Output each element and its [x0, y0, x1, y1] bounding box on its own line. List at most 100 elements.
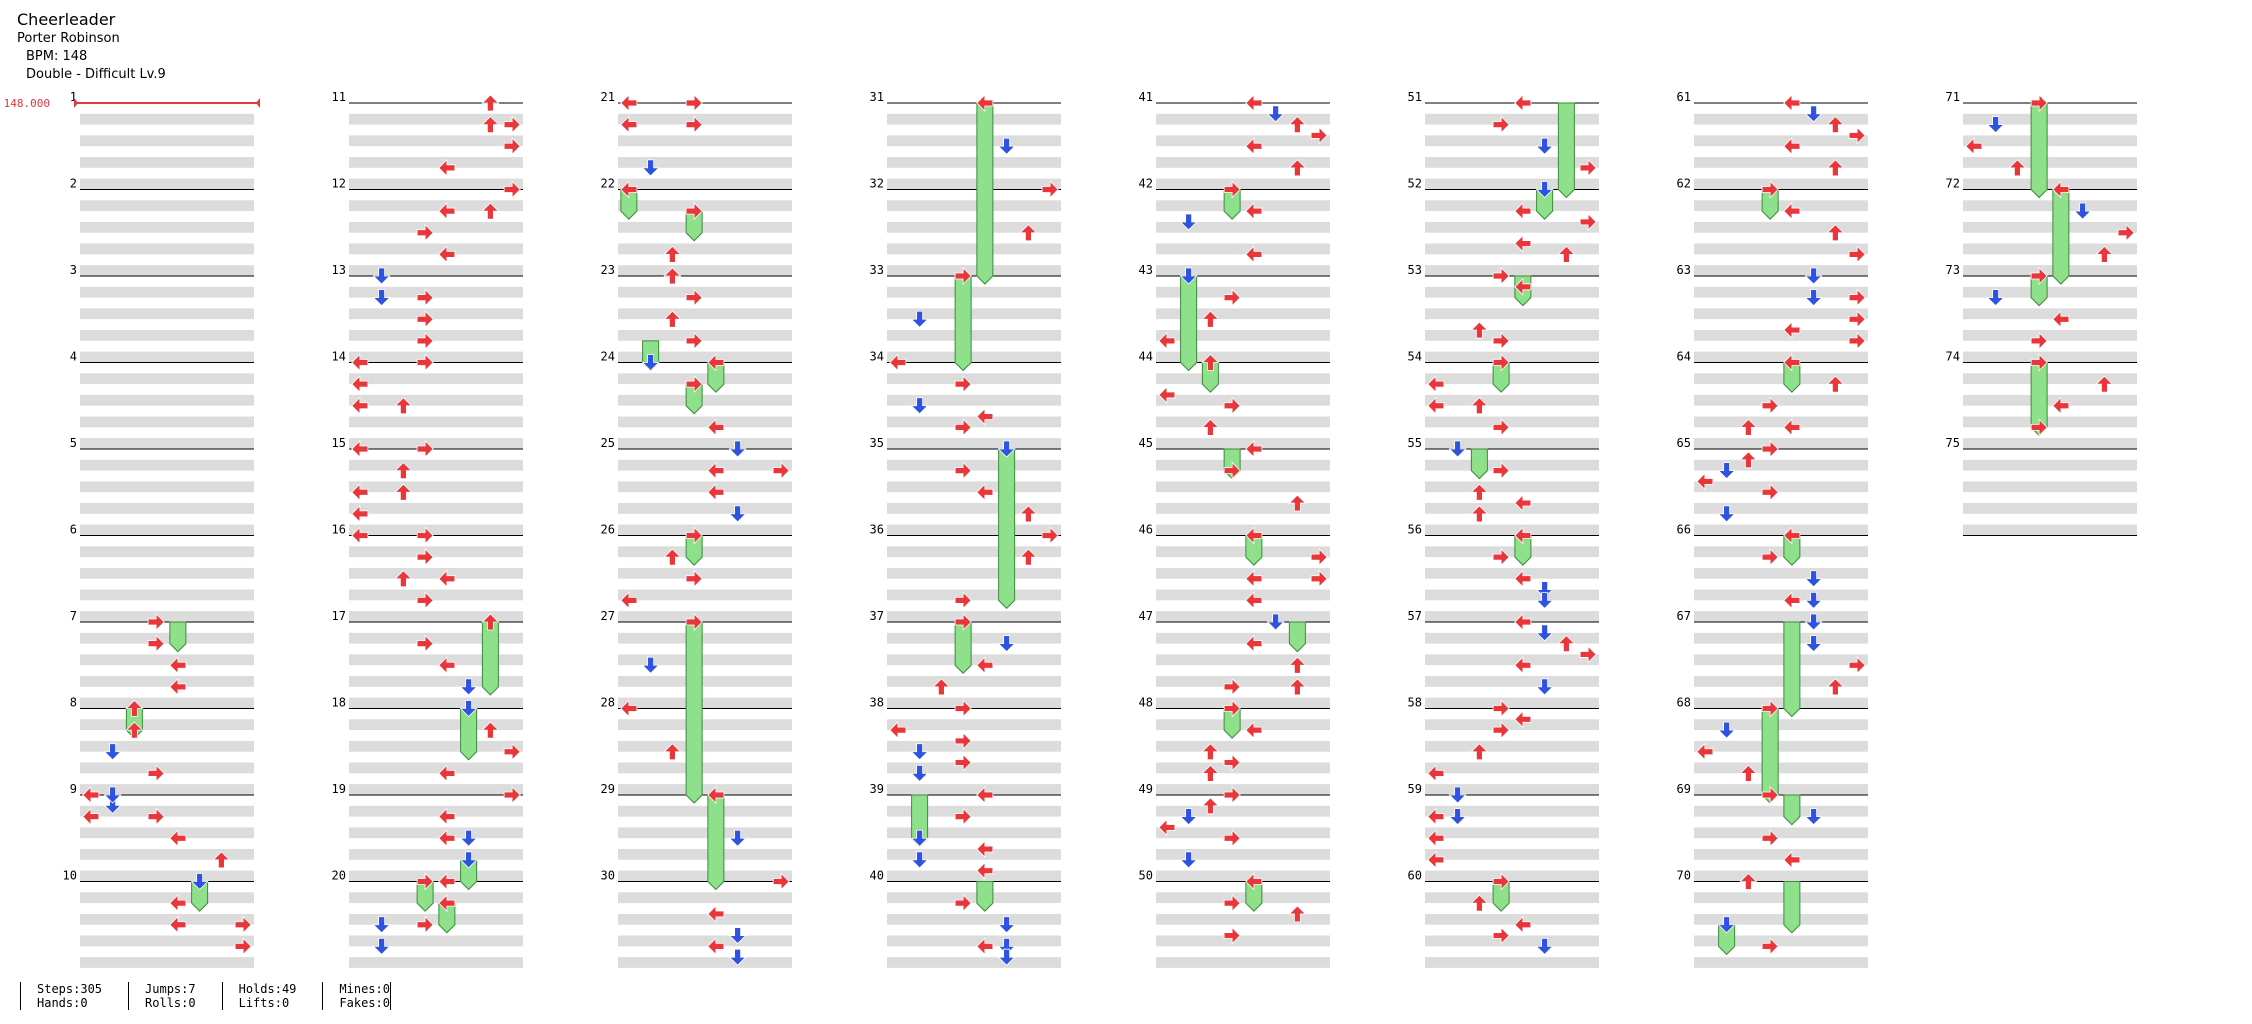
beat-stripe: [1156, 394, 1330, 406]
step-arrow: [772, 872, 790, 891]
measure-number: 41: [1139, 90, 1153, 104]
beat-stripe: [1425, 611, 1599, 622]
step-arrow: [1288, 159, 1307, 177]
step-arrow: [1804, 591, 1823, 609]
beat-stripe: [80, 200, 254, 212]
step-arrow: [481, 613, 500, 631]
beat-stripe: [349, 221, 523, 233]
measure-number: 15: [332, 436, 346, 450]
measure-number: 57: [1408, 609, 1422, 623]
step-arrow: [620, 180, 638, 199]
beat-stripe: [1694, 849, 1868, 860]
beat-stripe: [1694, 892, 1868, 904]
step-arrow: [1288, 678, 1307, 696]
beat-stripe: [887, 935, 1061, 947]
step-arrow: [1427, 375, 1445, 394]
measure-number: 7: [70, 609, 77, 623]
step-arrow: [1288, 116, 1307, 134]
beat-stripe: [1425, 892, 1599, 904]
beat-stripe: [80, 481, 254, 493]
step-arrow: [1761, 548, 1779, 567]
beat-stripe: [1425, 913, 1599, 925]
beat-stripe: [1425, 524, 1599, 536]
step-arrow: [147, 764, 165, 783]
hands-count: Hands:0: [37, 996, 88, 1010]
step-arrow: [954, 267, 972, 285]
hold-body: [1783, 621, 1801, 718]
beat-stripe: [1694, 481, 1868, 493]
step-arrow: [685, 94, 703, 112]
step-arrow: [910, 397, 929, 415]
step-arrow: [1514, 613, 1532, 631]
beat-stripe: [887, 546, 1061, 558]
beat-stripe: [887, 481, 1061, 493]
measure-number: 62: [1677, 177, 1691, 191]
beat-stripe: [1425, 200, 1599, 212]
beat-stripe: [80, 957, 254, 968]
beat-stripe: [349, 697, 523, 709]
beat-stripe: [1156, 416, 1330, 428]
beat-stripe: [1963, 330, 2137, 341]
step-arrow: [351, 353, 369, 372]
beat-stripe: [887, 849, 1061, 860]
beat-stripe: [1156, 870, 1330, 882]
beat-stripe: [618, 740, 792, 752]
step-arrow: [1514, 656, 1532, 675]
beat-stripe: [1694, 243, 1868, 255]
step-arrow: [1041, 526, 1059, 545]
beat-stripe: [349, 416, 523, 428]
measure-number: 74: [1946, 350, 1960, 364]
hold-body: [998, 448, 1016, 610]
beat-stripe: [349, 676, 523, 687]
mines-count: Mines:0: [339, 982, 390, 996]
beat-stripe: [1425, 546, 1599, 558]
step-arrow: [1492, 267, 1510, 285]
step-arrow: [910, 764, 929, 782]
beat-stripe: [1156, 611, 1330, 622]
beat-stripe: [1425, 805, 1599, 817]
measure-number: 66: [1677, 523, 1691, 537]
step-arrow: [1826, 678, 1845, 696]
beat-stripe: [1425, 935, 1599, 947]
beat-stripe: [887, 221, 1061, 233]
step-arrow: [1848, 126, 1866, 145]
step-arrow: [416, 591, 434, 610]
step-arrow: [1696, 742, 1714, 761]
measure-number: 70: [1677, 869, 1691, 883]
song-header: Cheerleader Porter Robinson BPM: 148 Dou…: [17, 10, 166, 84]
beat-stripe: [349, 892, 523, 904]
measure-number: 26: [601, 523, 615, 537]
beat-stripe: [887, 200, 1061, 212]
step-arrow: [234, 915, 252, 934]
beat-stripe: [1425, 459, 1599, 471]
beat-stripe: [1694, 589, 1868, 601]
step-arrow: [1492, 418, 1510, 437]
beat-stripe: [1694, 373, 1868, 385]
step-arrow: [1427, 829, 1445, 848]
beat-stripe: [349, 567, 523, 579]
beat-stripe: [1694, 654, 1868, 666]
beat-stripe: [1694, 351, 1868, 363]
step-arrow: [1717, 721, 1736, 739]
step-arrow: [1201, 310, 1220, 328]
beat-stripe: [1425, 632, 1599, 644]
step-arrow: [1579, 645, 1597, 664]
step-arrow: [1848, 288, 1866, 307]
step-arrow: [1245, 634, 1263, 653]
beat-stripe: [1425, 719, 1599, 731]
beat-stripe: [887, 373, 1061, 385]
step-arrow: [1739, 418, 1758, 436]
step-arrow: [459, 700, 478, 718]
beat-stripe: [1694, 416, 1868, 428]
measure-number: 63: [1677, 263, 1691, 277]
beat-stripe: [80, 654, 254, 666]
beat-stripe: [1425, 308, 1599, 320]
step-arrow: [147, 807, 165, 826]
step-arrow: [169, 915, 187, 934]
step-arrow: [1717, 916, 1736, 934]
beat-stripe: [1156, 157, 1330, 168]
beat-stripe: [618, 589, 792, 601]
beat-stripe: [1425, 416, 1599, 428]
step-arrow: [707, 353, 725, 372]
beat-stripe: [1156, 827, 1330, 839]
